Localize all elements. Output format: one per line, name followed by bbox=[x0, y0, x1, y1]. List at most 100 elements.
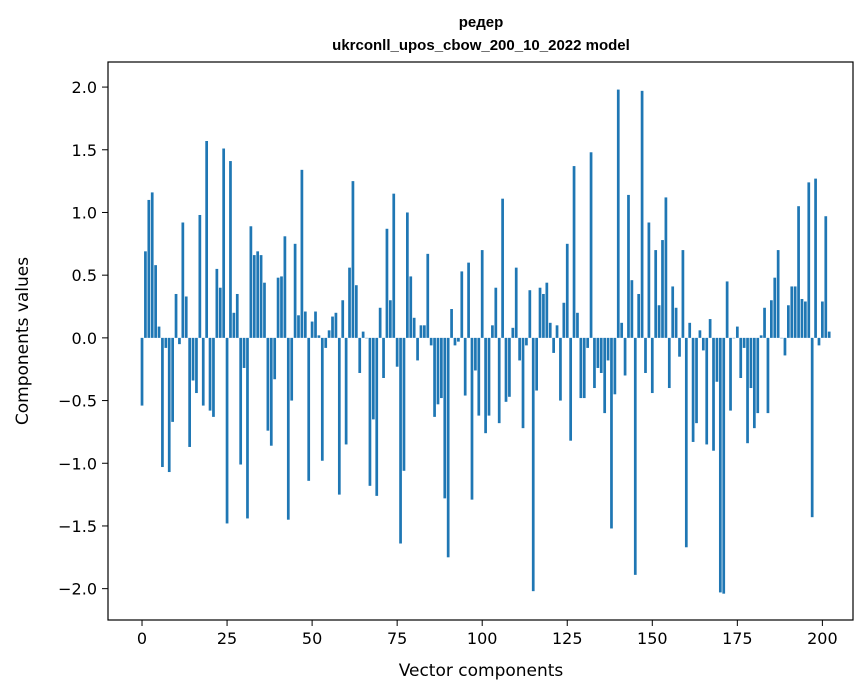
bar-28 bbox=[235, 293, 239, 338]
bar-134 bbox=[596, 337, 600, 368]
bar-110 bbox=[514, 267, 518, 338]
bar-33 bbox=[252, 255, 256, 338]
bar-83 bbox=[423, 325, 426, 338]
bar-72 bbox=[385, 228, 389, 338]
bar-47 bbox=[300, 169, 304, 338]
bar-14 bbox=[188, 337, 191, 447]
y-tick-label: 0.5 bbox=[72, 266, 97, 285]
bar-136 bbox=[603, 337, 607, 414]
bar-64 bbox=[358, 337, 362, 373]
bar-119 bbox=[545, 282, 549, 338]
bar-90 bbox=[446, 337, 450, 558]
bar-48 bbox=[303, 311, 307, 338]
bar-167 bbox=[708, 319, 712, 338]
bar-88 bbox=[440, 337, 443, 399]
bar-13 bbox=[184, 296, 188, 338]
bar-113 bbox=[525, 337, 528, 346]
bar-1 bbox=[144, 251, 147, 338]
bar-127 bbox=[572, 166, 576, 338]
x-tick-label: 100 bbox=[467, 629, 498, 648]
bar-42 bbox=[283, 236, 287, 338]
bar-101 bbox=[484, 337, 487, 434]
x-axis: 0 25 50 75 100 125 150 175 200 bbox=[137, 620, 838, 648]
bar-22 bbox=[215, 268, 219, 338]
x-tick-label: 50 bbox=[302, 629, 322, 648]
bar-2 bbox=[147, 199, 151, 338]
bar-57 bbox=[334, 312, 338, 338]
bar-45 bbox=[293, 243, 297, 338]
bar-10 bbox=[174, 293, 178, 338]
bar-183 bbox=[763, 307, 766, 338]
bar-3 bbox=[150, 192, 154, 338]
bar-85 bbox=[429, 337, 433, 346]
bar-142 bbox=[623, 337, 627, 376]
bar-50 bbox=[310, 321, 314, 338]
bar-150 bbox=[650, 337, 654, 394]
bar-75 bbox=[395, 337, 399, 367]
bar-15 bbox=[191, 337, 195, 381]
bar-97 bbox=[470, 337, 474, 500]
bar-92 bbox=[453, 337, 457, 346]
bar-158 bbox=[678, 337, 681, 357]
bar-180 bbox=[752, 337, 756, 429]
bar-185 bbox=[770, 300, 773, 338]
bar-34 bbox=[256, 251, 260, 338]
bar-93 bbox=[457, 337, 460, 342]
bar-125 bbox=[565, 243, 569, 338]
bar-161 bbox=[688, 322, 692, 338]
bar-11 bbox=[178, 337, 181, 345]
bar-191 bbox=[790, 286, 794, 338]
bar-181 bbox=[756, 337, 760, 414]
bar-195 bbox=[804, 301, 807, 338]
bar-135 bbox=[599, 337, 603, 373]
bar-164 bbox=[698, 330, 702, 338]
bar-132 bbox=[589, 152, 593, 338]
bar-176 bbox=[739, 337, 743, 378]
bar-177 bbox=[742, 337, 746, 348]
bar-115 bbox=[531, 337, 535, 592]
bar-103 bbox=[491, 325, 494, 338]
bar-87 bbox=[436, 337, 440, 405]
bar-52 bbox=[317, 335, 321, 338]
bar-36 bbox=[263, 282, 266, 338]
y-tick-label: −1.5 bbox=[58, 517, 97, 536]
bar-73 bbox=[388, 300, 392, 338]
bar-74 bbox=[392, 193, 396, 338]
bar-71 bbox=[382, 337, 385, 378]
bar-32 bbox=[249, 226, 253, 338]
bar-20 bbox=[208, 337, 212, 411]
y-tick-label: −2.0 bbox=[58, 580, 97, 599]
bar-68 bbox=[371, 337, 375, 420]
bar-24 bbox=[222, 148, 226, 338]
y-tick-label: −1.0 bbox=[58, 454, 97, 473]
bar-147 bbox=[640, 90, 644, 338]
bar-190 bbox=[787, 305, 790, 338]
bar-84 bbox=[426, 253, 430, 338]
bar-202 bbox=[827, 331, 831, 338]
bar-96 bbox=[467, 262, 470, 338]
bar-56 bbox=[331, 316, 334, 338]
bar-80 bbox=[412, 317, 416, 338]
bar-165 bbox=[701, 337, 705, 351]
bar-70 bbox=[378, 307, 382, 338]
bar-117 bbox=[538, 287, 542, 338]
bar-76 bbox=[399, 337, 402, 544]
bar-104 bbox=[494, 287, 498, 338]
bar-105 bbox=[497, 337, 501, 424]
plot-area-frame bbox=[107, 61, 854, 621]
bar-162 bbox=[691, 337, 695, 442]
bar-197 bbox=[810, 337, 814, 518]
bar-44 bbox=[290, 337, 294, 401]
bar-82 bbox=[419, 325, 423, 338]
bar-160 bbox=[684, 337, 688, 548]
bar-159 bbox=[681, 250, 685, 338]
bar-184 bbox=[766, 337, 770, 414]
bar-114 bbox=[528, 290, 532, 338]
bar-30 bbox=[242, 337, 246, 368]
bar-51 bbox=[314, 311, 317, 338]
bar-18 bbox=[201, 337, 205, 406]
x-axis-label: Vector components bbox=[399, 661, 564, 681]
bar-78 bbox=[406, 212, 409, 338]
bar-124 bbox=[562, 302, 566, 338]
bar-54 bbox=[324, 337, 328, 348]
